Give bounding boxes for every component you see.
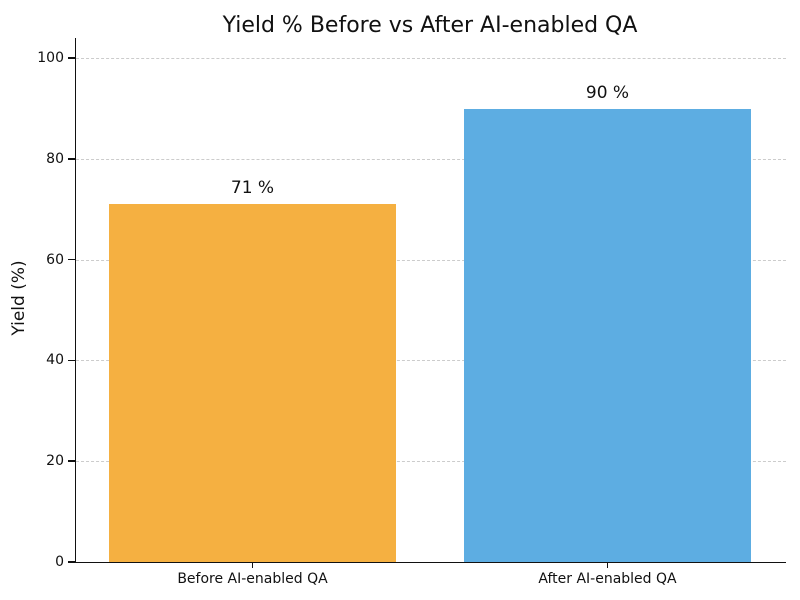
bar [108,204,397,562]
y-tick-label: 40 [46,352,64,369]
x-tick-label: After AI-enabled QA [538,571,677,587]
gridline [76,259,786,261]
x-tick-label: Before AI-enabled QA [177,571,328,587]
y-tick-label: 60 [46,251,64,268]
chart-title: Yield % Before vs After AI-enabled QA [222,13,638,38]
y-tick-mark [68,359,75,362]
y-tick-mark [68,258,75,261]
gridline [76,58,786,60]
y-tick-label: 0 [55,554,64,570]
y-axis-label: Yield (%) [9,260,29,336]
bar-value-label: 90 % [585,82,630,103]
x-tick-mark [251,562,254,568]
y-tick-label: 80 [46,150,64,167]
bar [463,108,752,562]
gridline [76,461,786,463]
y-tick-mark [68,158,75,160]
gridline [76,360,786,362]
y-tick-mark [68,57,75,59]
y-tick-label: 100 [37,50,64,67]
gridline [76,158,786,160]
x-tick-mark [606,562,609,568]
y-tick-mark [68,561,75,563]
y-tick-mark [68,460,75,462]
plot-area [68,38,786,563]
bar-value-label: 71 % [230,178,275,199]
y-tick-label: 20 [46,453,64,470]
